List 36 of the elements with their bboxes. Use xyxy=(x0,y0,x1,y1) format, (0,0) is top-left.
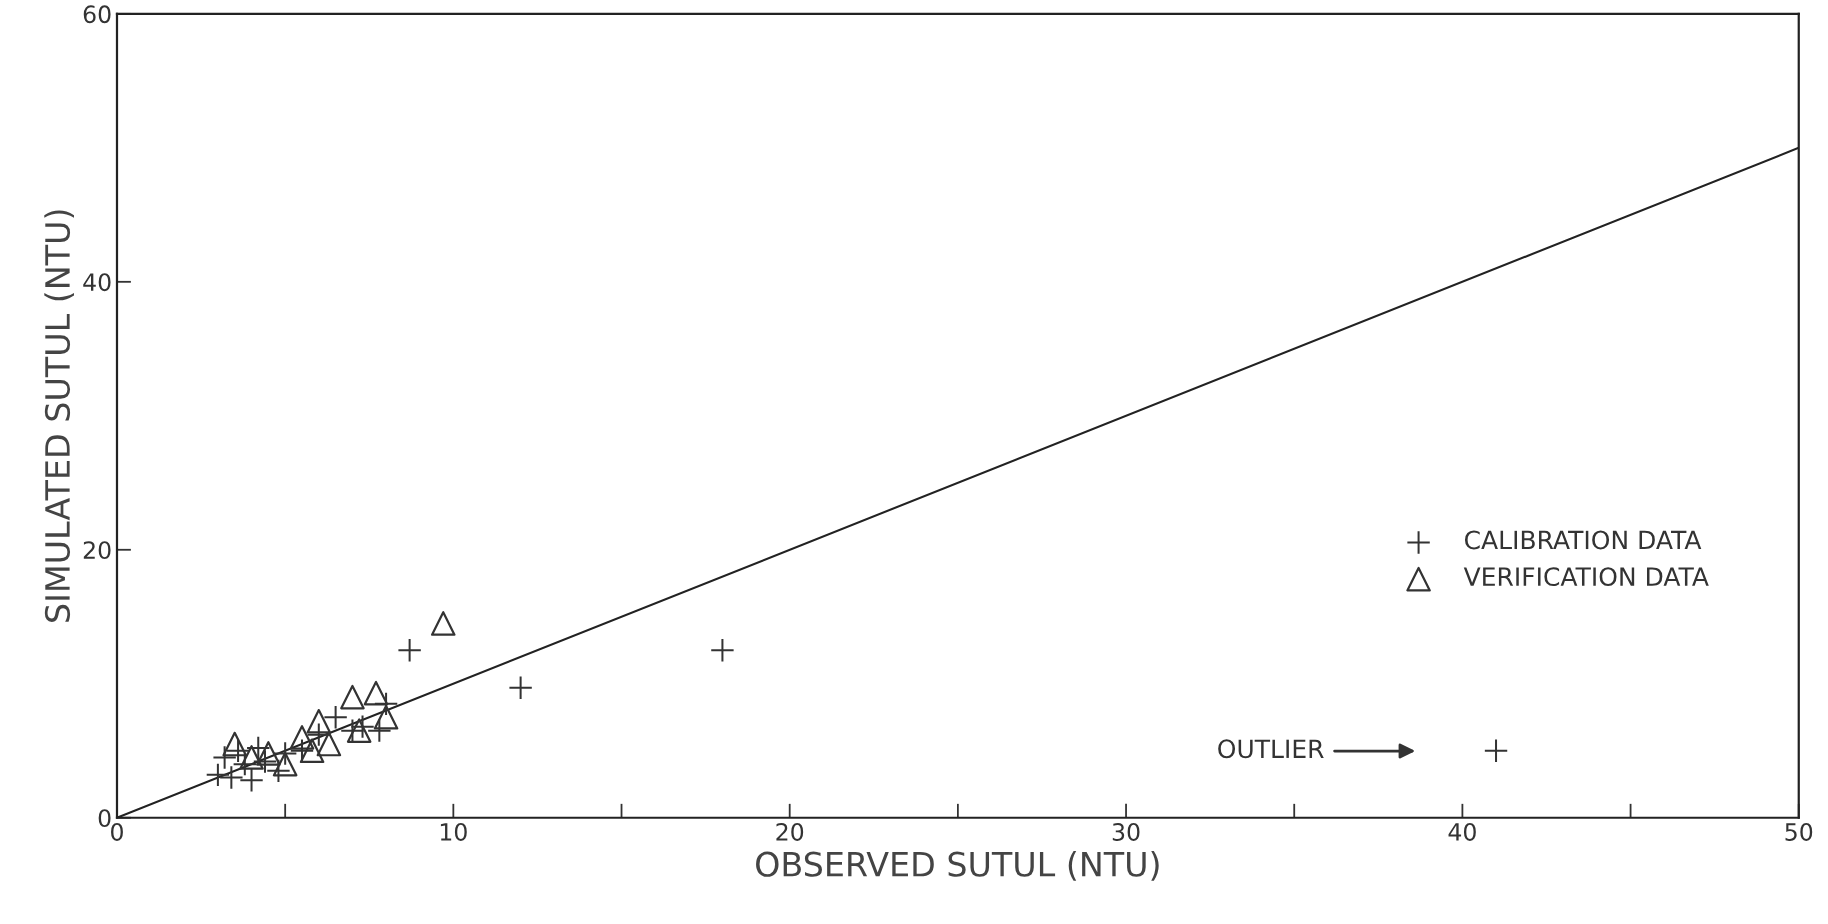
x-axis-title: OBSERVED SUTUL (NTU) xyxy=(756,851,1159,881)
x-tick-label: 0 xyxy=(111,823,123,841)
point xyxy=(324,706,347,729)
point xyxy=(430,611,456,636)
point xyxy=(1484,739,1508,762)
point xyxy=(711,639,734,662)
point xyxy=(363,680,389,706)
point xyxy=(256,741,281,766)
point xyxy=(346,718,372,743)
annotation: OUTLIER xyxy=(1218,739,1324,759)
y-tick-label: 40 xyxy=(83,273,111,292)
y-tick-label: 60 xyxy=(83,5,111,24)
point xyxy=(398,639,421,662)
point xyxy=(340,684,365,710)
point xyxy=(306,708,332,734)
x-tick-label: 40 xyxy=(1448,823,1476,841)
y-axis-title: SIMULATED SUTUL (NTU) xyxy=(44,210,74,622)
point xyxy=(289,725,315,750)
legend-label: VERIFICATION DATA xyxy=(1463,567,1709,587)
x-tick-label: 20 xyxy=(776,823,804,841)
point xyxy=(509,676,532,699)
point xyxy=(272,751,298,777)
y-tick-label: 20 xyxy=(83,541,111,560)
point xyxy=(222,731,248,757)
point xyxy=(220,766,243,789)
x-tick-label: 50 xyxy=(1785,823,1813,841)
point xyxy=(240,769,263,792)
y-tick-label: 0 xyxy=(98,809,111,828)
point xyxy=(316,731,342,757)
legend-label: CALIBRATION DATA xyxy=(1464,530,1702,550)
point xyxy=(299,738,325,764)
point xyxy=(239,745,264,770)
x-tick-label: 10 xyxy=(440,823,467,841)
x-tick-label: 30 xyxy=(1112,823,1140,841)
point xyxy=(206,763,230,787)
point xyxy=(373,704,399,730)
